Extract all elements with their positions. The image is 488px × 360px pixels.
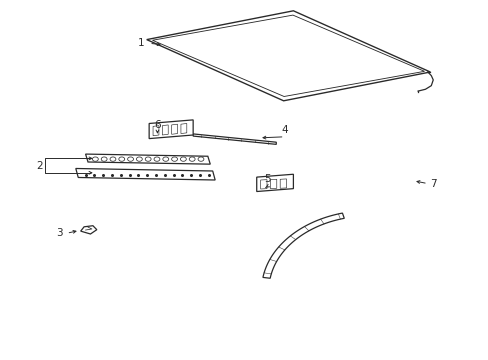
Circle shape bbox=[145, 157, 151, 161]
Polygon shape bbox=[81, 226, 97, 234]
Polygon shape bbox=[256, 174, 293, 192]
Polygon shape bbox=[85, 154, 210, 164]
Circle shape bbox=[92, 157, 98, 161]
Text: 7: 7 bbox=[429, 179, 436, 189]
Circle shape bbox=[127, 157, 133, 161]
Polygon shape bbox=[193, 134, 276, 144]
Text: 1: 1 bbox=[137, 38, 144, 48]
Text: 6: 6 bbox=[154, 120, 161, 130]
Polygon shape bbox=[76, 168, 215, 180]
Text: 3: 3 bbox=[56, 228, 62, 238]
Circle shape bbox=[180, 157, 186, 161]
Circle shape bbox=[189, 157, 195, 161]
Circle shape bbox=[171, 157, 177, 161]
Text: 2: 2 bbox=[36, 161, 43, 171]
Circle shape bbox=[163, 157, 168, 161]
Polygon shape bbox=[263, 213, 344, 278]
Circle shape bbox=[101, 157, 107, 161]
Circle shape bbox=[119, 157, 124, 161]
Text: 5: 5 bbox=[264, 174, 271, 184]
Text: 4: 4 bbox=[281, 125, 287, 135]
Circle shape bbox=[136, 157, 142, 161]
Circle shape bbox=[198, 157, 203, 161]
Circle shape bbox=[154, 157, 160, 161]
Polygon shape bbox=[149, 120, 193, 139]
Circle shape bbox=[110, 157, 116, 161]
Polygon shape bbox=[146, 11, 429, 101]
